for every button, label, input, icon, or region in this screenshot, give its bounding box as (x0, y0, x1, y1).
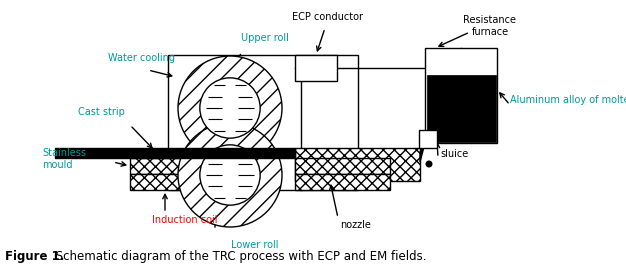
Bar (425, 48, 497, 143)
Text: Induction coil: Induction coil (152, 215, 217, 225)
Bar (295, 174, 390, 190)
Bar (295, 158, 390, 174)
Text: Water cooling: Water cooling (108, 53, 175, 63)
Bar (295, 55, 337, 81)
Text: Stainless
mould: Stainless mould (42, 148, 86, 170)
Text: Schematic diagram of the TRC process with ECP and EM fields.: Schematic diagram of the TRC process wit… (52, 250, 426, 263)
Circle shape (178, 123, 282, 227)
Text: Aluminum alloy of molten: Aluminum alloy of molten (510, 95, 626, 105)
Bar (426, 75, 496, 141)
Circle shape (426, 161, 432, 167)
Polygon shape (420, 131, 437, 162)
Text: Figure 1.: Figure 1. (5, 250, 64, 263)
Text: Lower roll: Lower roll (231, 240, 279, 250)
Bar (130, 158, 200, 174)
Text: Upper roll: Upper roll (241, 33, 289, 43)
Bar (168, 55, 358, 190)
Text: Resistance
furnace: Resistance furnace (463, 15, 516, 37)
Circle shape (200, 145, 260, 205)
Text: Cast strip: Cast strip (78, 107, 125, 117)
Circle shape (200, 78, 260, 138)
Bar (295, 148, 420, 181)
Bar (130, 174, 200, 190)
Text: nozzle: nozzle (340, 220, 371, 230)
Text: ECP conductor: ECP conductor (292, 12, 364, 22)
Bar (419, 130, 437, 148)
Circle shape (178, 56, 282, 160)
Text: sluice: sluice (440, 149, 468, 159)
Circle shape (157, 150, 163, 156)
